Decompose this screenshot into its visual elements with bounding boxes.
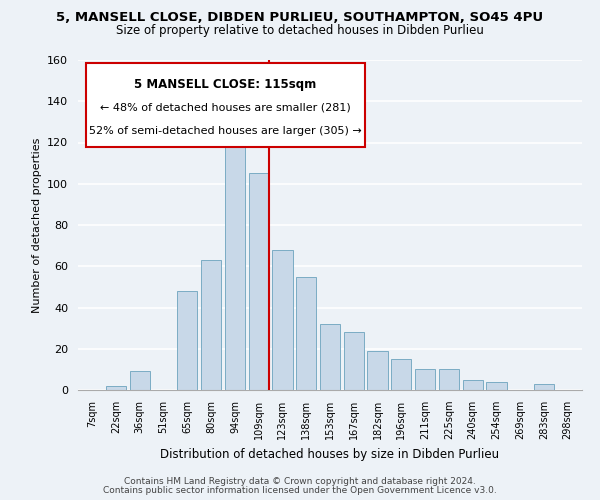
Bar (367, 351, 388, 390)
Bar (391, 359, 412, 390)
Text: 5 MANSELL CLOSE: 115sqm: 5 MANSELL CLOSE: 115sqm (134, 78, 317, 91)
FancyBboxPatch shape (86, 64, 365, 148)
Y-axis label: Number of detached properties: Number of detached properties (32, 138, 41, 312)
Text: 52% of semi-detached houses are larger (305) →: 52% of semi-detached houses are larger (… (89, 126, 362, 136)
Bar (344, 332, 364, 390)
Text: 5, MANSELL CLOSE, DIBDEN PURLIEU, SOUTHAMPTON, SO45 4PU: 5, MANSELL CLOSE, DIBDEN PURLIEU, SOUTHA… (56, 11, 544, 24)
Bar (225, 144, 245, 390)
Bar (248, 174, 269, 390)
Bar (201, 260, 221, 390)
X-axis label: Distribution of detached houses by size in Dibden Purlieu: Distribution of detached houses by size … (160, 448, 500, 460)
Bar (130, 372, 150, 390)
Bar (106, 386, 126, 390)
Bar (415, 370, 435, 390)
Bar (463, 380, 483, 390)
Bar (487, 382, 506, 390)
Text: Contains HM Land Registry data © Crown copyright and database right 2024.: Contains HM Land Registry data © Crown c… (124, 477, 476, 486)
Bar (534, 384, 554, 390)
Text: Contains public sector information licensed under the Open Government Licence v3: Contains public sector information licen… (103, 486, 497, 495)
Bar (272, 250, 293, 390)
Text: Size of property relative to detached houses in Dibden Purlieu: Size of property relative to detached ho… (116, 24, 484, 37)
Bar (320, 324, 340, 390)
Bar (296, 276, 316, 390)
Text: ← 48% of detached houses are smaller (281): ← 48% of detached houses are smaller (28… (100, 103, 351, 113)
Bar (439, 370, 459, 390)
Bar (177, 291, 197, 390)
